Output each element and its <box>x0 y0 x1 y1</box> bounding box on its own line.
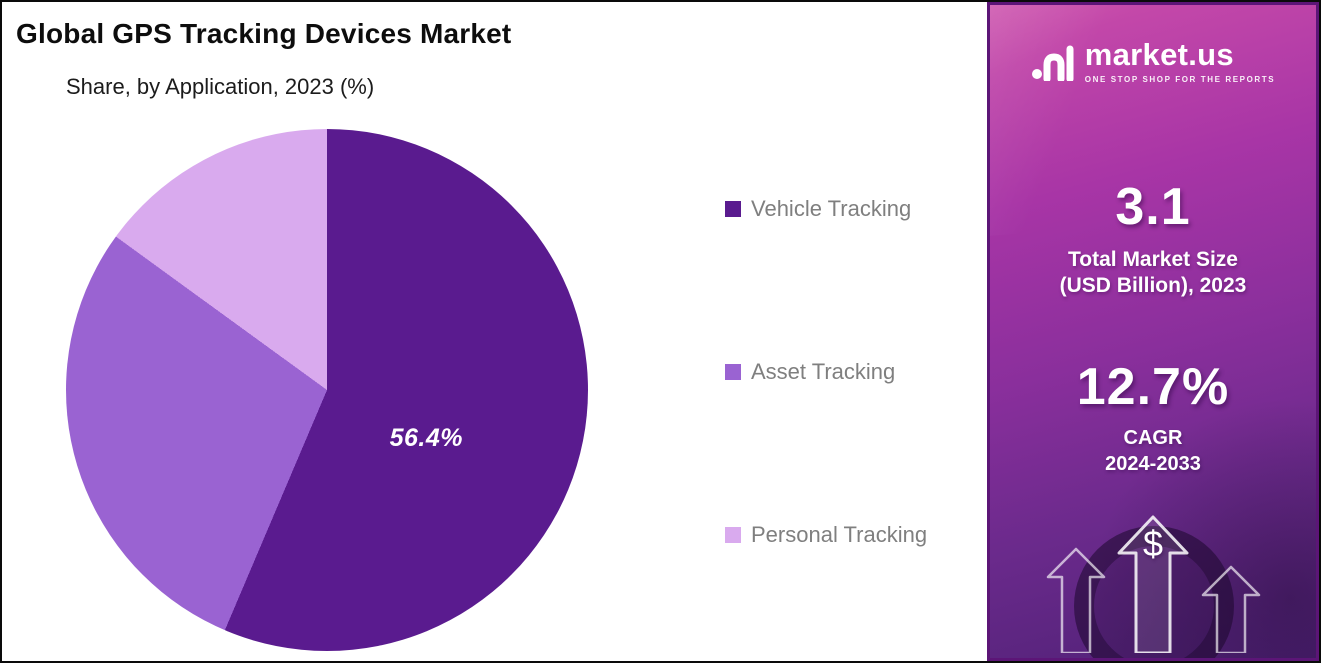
stat-cagr-value: 12.7% <box>1076 358 1230 416</box>
legend-item-asset-tracking: Asset Tracking <box>725 358 927 386</box>
stat-cagr: 12.7% CAGR 2024-2033 <box>990 357 1316 477</box>
stat-total-market-size: 3.1 Total Market Size (USD Billion), 202… <box>990 177 1316 300</box>
chart-subtitle: Share, by Application, 2023 (%) <box>66 74 375 99</box>
brand-tagline: ONE STOP SHOP FOR THE REPORTS <box>1084 74 1276 84</box>
marketus-logo-icon <box>1031 43 1075 86</box>
legend-label-asset-tracking: Asset Tracking <box>751 359 896 384</box>
legend-swatch-personal-tracking <box>725 527 741 543</box>
legend-swatch-asset-tracking <box>725 364 741 380</box>
legend-item-personal-tracking: Personal Tracking <box>725 521 927 549</box>
chart-legend: Vehicle Tracking Asset Tracking Personal… <box>725 195 927 549</box>
brand-sidebar: market.us ONE STOP SHOP FOR THE REPORTS … <box>987 2 1319 661</box>
stat-market-size-label: Total Market Size (USD Billion), 2023 <box>1059 248 1247 298</box>
dollar-icon: $ <box>1142 523 1164 564</box>
legend-swatch-vehicle-tracking <box>725 201 741 217</box>
brand-name: market.us <box>1084 37 1234 72</box>
growth-arrows-icon <box>1018 515 1288 658</box>
pie-slice-data-label: 56.4% <box>389 423 464 452</box>
legend-item-vehicle-tracking: Vehicle Tracking <box>725 195 927 223</box>
chart-area: Global GPS Tracking Devices Market Share… <box>2 2 987 661</box>
stat-market-size-value: 3.1 <box>1115 178 1191 236</box>
legend-label-personal-tracking: Personal Tracking <box>751 522 928 547</box>
pie-chart: 56.4% <box>66 129 588 651</box>
legend-label-vehicle-tracking: Vehicle Tracking <box>751 196 912 221</box>
marketus-logo: market.us ONE STOP SHOP FOR THE REPORTS <box>990 37 1316 86</box>
chart-title: Global GPS Tracking Devices Market <box>16 18 512 49</box>
stat-cagr-label: CAGR 2024-2033 <box>1105 427 1201 475</box>
